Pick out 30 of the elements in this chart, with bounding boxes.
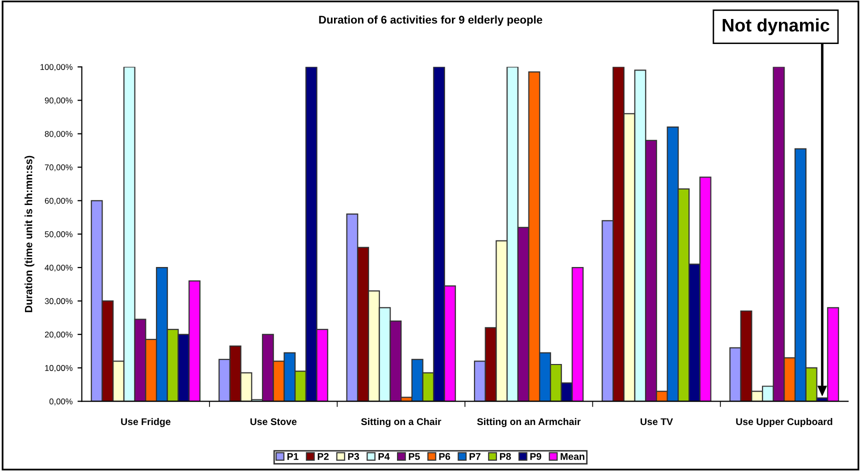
- y-tick-label: 30,00%: [44, 298, 72, 306]
- y-tick-label: 60,00%: [44, 198, 72, 205]
- y-tick-label: 70,00%: [44, 164, 72, 172]
- y-tick-label: 80,00%: [44, 130, 72, 138]
- legend-label: P2: [318, 453, 329, 460]
- chart-title: Duration of 6 activities for 9 elderly people: [319, 16, 542, 26]
- x-tick-label: Use Stove: [250, 418, 297, 426]
- legend-label: P9: [530, 453, 542, 460]
- x-tick-label: Use TV: [640, 418, 673, 426]
- legend-label: P7: [470, 453, 480, 460]
- y-tick-label: 90,00%: [44, 98, 72, 104]
- y-tick-label: 100,00%: [40, 64, 72, 71]
- x-tick-label: Sitting on an Armchair: [477, 418, 581, 428]
- legend-label: P3: [348, 453, 360, 460]
- legend-label: P6: [439, 453, 450, 460]
- legend-label: P1: [287, 453, 298, 460]
- x-tick-label: Use Fridge: [121, 418, 170, 428]
- y-tick-label: 20,00%: [44, 332, 72, 338]
- y-tick-label: 0,00%: [49, 398, 72, 406]
- x-tick-label: Sitting on a Chair: [361, 418, 442, 428]
- text: Not dynamic: [722, 18, 830, 36]
- legend-label: P8: [500, 453, 511, 460]
- legend-label: P4: [378, 453, 390, 460]
- y-tick-label: 10,00%: [45, 365, 72, 372]
- legend-label: P5: [408, 453, 420, 460]
- y-tick-label: 50,00%: [44, 231, 72, 238]
- x-tick-label: Use Upper Cupboard: [736, 418, 832, 428]
- legend-label: Mean: [560, 453, 584, 460]
- y-tick-label: 40,00%: [44, 264, 72, 272]
- y-axis-title: Duration (time unit is hh:mn:ss): [24, 156, 34, 312]
